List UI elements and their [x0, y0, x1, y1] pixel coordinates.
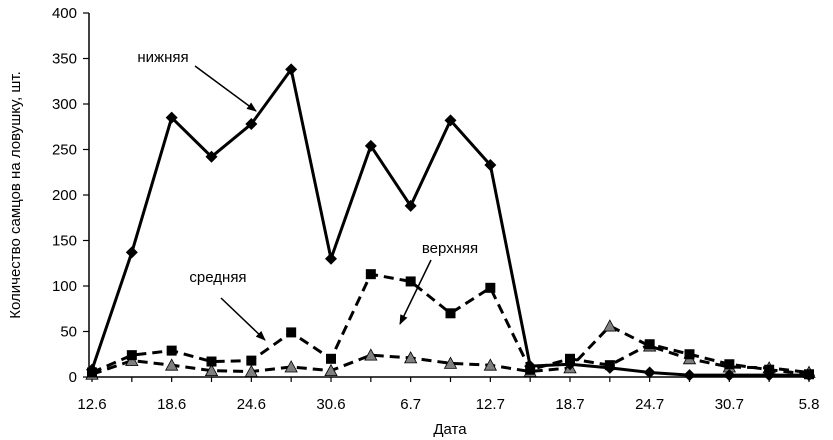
annotation-label: средняя [189, 269, 246, 286]
x-tick-label: 24.7 [635, 396, 664, 413]
data-point-diamond [325, 252, 337, 265]
x-tick-label: 12.7 [476, 396, 505, 413]
data-point-diamond [125, 246, 138, 259]
data-point-triangle [324, 363, 338, 377]
y-tick-label: 250 [52, 142, 77, 159]
data-point-square [684, 349, 695, 360]
series-layer [85, 63, 816, 382]
data-point-diamond [245, 118, 258, 131]
data-point-square [445, 308, 456, 319]
data-point-diamond [86, 363, 98, 376]
data-point-square [485, 282, 496, 293]
x-tick-label: 5.8 [799, 396, 820, 413]
x-tick-label: 30.6 [316, 396, 345, 413]
series-diamond [86, 63, 815, 382]
annotation-arrow [194, 65, 257, 112]
data-point-square [286, 327, 297, 338]
x-tick-label: 24.6 [237, 396, 266, 413]
data-point-diamond [763, 369, 776, 382]
data-point-triangle [164, 358, 179, 371]
data-point-square [724, 359, 735, 370]
data-point-diamond [524, 360, 537, 373]
x-axis: 12.6 18.6 24.6 30.6 6.7 12.7 18.7 24.7 30.7 5.8 [77, 376, 820, 413]
y-tick-label: 350 [52, 51, 77, 68]
data-point-square [326, 353, 336, 364]
data-point-square [246, 355, 257, 366]
x-tick-label: 30.7 [715, 396, 744, 413]
data-point-diamond [165, 111, 178, 124]
data-point-square [206, 356, 217, 367]
data-point-diamond [564, 358, 576, 371]
data-point-triangle [483, 358, 498, 371]
x-tick-label: 18.7 [555, 396, 584, 413]
data-point-square [644, 339, 655, 350]
data-point-diamond [444, 114, 457, 127]
data-point-diamond [603, 361, 616, 374]
data-point-triangle [284, 360, 298, 373]
data-point-diamond [404, 199, 417, 212]
annotation-label: нижняя [137, 49, 188, 66]
annotation-layer: нижняя средняя верхняя [137, 49, 478, 341]
data-point-diamond [484, 158, 497, 171]
data-point-triangle [244, 364, 259, 377]
y-axis: 0 50 100 150 200 250 300 350 400 [52, 5, 90, 386]
data-point-diamond [723, 369, 736, 382]
data-point-triangle [443, 356, 458, 369]
data-point-diamond [683, 369, 696, 382]
data-point-diamond [205, 150, 218, 163]
data-point-diamond [364, 139, 377, 152]
annotation-arrow [399, 259, 432, 325]
data-point-square [166, 345, 177, 356]
y-tick-label: 0 [69, 369, 77, 386]
data-point-diamond [643, 366, 656, 379]
data-point-triangle [204, 363, 219, 377]
y-tick-label: 300 [52, 96, 77, 113]
annotation-arrow [220, 297, 266, 341]
y-tick-label: 150 [52, 233, 77, 250]
annotation-label: верхняя [422, 240, 478, 257]
data-point-triangle [364, 348, 378, 361]
data-point-triangle [403, 351, 418, 364]
data-point-diamond [285, 63, 298, 76]
data-point-triangle [603, 319, 617, 332]
data-point-square [405, 276, 416, 287]
data-point-square [126, 350, 137, 361]
y-axis-label: Количество самцов на ловушку, шт. [7, 71, 24, 318]
x-tick-label: 18.6 [157, 396, 186, 413]
x-tick-label: 6.7 [400, 396, 421, 413]
y-tick-label: 50 [60, 324, 77, 341]
x-axis-label: Дата [433, 421, 467, 438]
y-tick-label: 400 [52, 5, 77, 22]
series-triangle [85, 319, 816, 380]
data-point-diamond [803, 369, 815, 382]
y-tick-label: 100 [52, 278, 77, 295]
data-point-square [365, 269, 376, 280]
x-tick-label: 12.6 [77, 396, 106, 413]
y-tick-label: 200 [52, 187, 77, 204]
